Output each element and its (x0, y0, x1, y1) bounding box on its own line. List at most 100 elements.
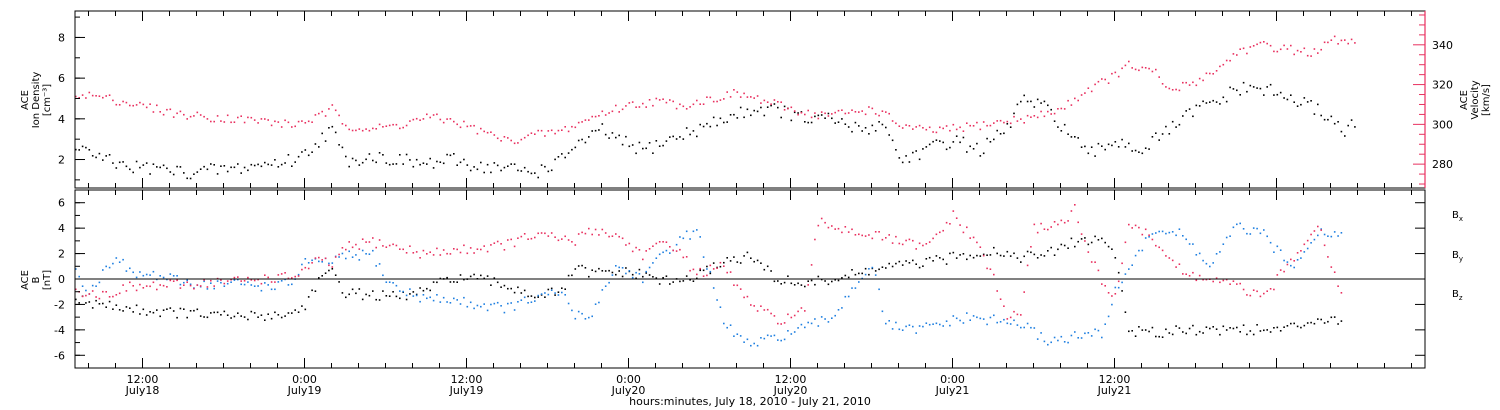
legend-subscript: x (1459, 215, 1463, 223)
velocity-point (1006, 120, 1009, 123)
b-bx-point (901, 264, 904, 266)
velocity-point (1053, 112, 1056, 115)
ion-density-point (955, 135, 958, 137)
b-by-point (1182, 235, 1184, 237)
velocity-point (547, 130, 550, 132)
b-bz-point (1229, 283, 1231, 285)
velocity-point (469, 125, 472, 127)
b-bz-point (1131, 227, 1133, 229)
b-bx-point (189, 310, 192, 312)
b-by-point (392, 282, 394, 284)
velocity-point (847, 112, 850, 114)
ion-density-point (611, 132, 614, 134)
velocity-point (760, 102, 762, 104)
ion-density-point (672, 135, 674, 138)
b-by-point (844, 295, 847, 298)
b-bz-point (1202, 278, 1204, 281)
b-by-point (260, 289, 263, 292)
b-by-point (1266, 235, 1268, 238)
velocity-point (91, 94, 94, 97)
velocity-tick-label: 300 (1432, 118, 1453, 131)
b-by-point (422, 294, 425, 296)
velocity-point (105, 95, 107, 97)
b-bz-point (469, 247, 472, 249)
b-bx-point (449, 281, 452, 283)
ion-density-point (753, 109, 755, 112)
b-bz-point (1236, 283, 1238, 285)
velocity-point (1155, 68, 1157, 71)
b-bx-point (561, 287, 563, 289)
b-bz-point (422, 249, 425, 252)
b-bx-point (908, 262, 911, 264)
b-by-point (1249, 233, 1252, 235)
ion-density-point (247, 169, 249, 172)
ion-density-point (986, 137, 988, 140)
top-y-axis-label-line: Ion Density (31, 72, 42, 129)
ion-density-point (719, 117, 722, 120)
b-bz-point (1094, 261, 1096, 263)
ion-density-point (1148, 148, 1150, 150)
b-bx-point (648, 274, 651, 276)
b-bz-point (169, 279, 172, 282)
velocity-point (179, 110, 182, 113)
b-bx-point (1036, 257, 1039, 259)
b-by-point (561, 291, 563, 294)
b-bx-point (844, 274, 847, 277)
b-by-point (274, 288, 276, 291)
b-by-point (179, 283, 182, 286)
b-bx-point (858, 272, 860, 275)
b-bx-point (969, 254, 971, 257)
ion-density-point (469, 169, 472, 172)
b-by-point (378, 263, 381, 265)
ion-density-point (253, 164, 256, 167)
b-by-point (1293, 266, 1295, 269)
b-bz-point (976, 241, 978, 244)
ion-density-point (945, 148, 948, 151)
b-bz-point (581, 231, 583, 234)
ion-density-point (709, 125, 712, 128)
b-bz-point (166, 286, 168, 288)
ion-density-point (108, 154, 111, 156)
b-by-point (1047, 343, 1049, 346)
b-bx-point (797, 282, 799, 285)
b-bz-point (1053, 221, 1056, 223)
ion-density-point (1192, 115, 1194, 118)
velocity-point (1246, 52, 1248, 55)
b-bx-point (962, 253, 965, 255)
velocity-point (439, 118, 442, 121)
b-bx-point (1273, 327, 1275, 329)
bottom-y-tick-label: -6 (54, 349, 65, 362)
top-y-axis-label: ACE Ion Density [cm⁻³] (20, 72, 53, 129)
ion-density-point (733, 113, 735, 116)
ion-density-point (999, 133, 1002, 135)
velocity-point (1026, 114, 1029, 117)
ion-density-point (459, 161, 462, 164)
ion-density-point (544, 165, 546, 168)
ion-density-point (341, 146, 344, 149)
b-bz-point (442, 249, 445, 251)
b-bz-point (476, 248, 479, 250)
b-bz-point (456, 248, 458, 251)
bottom-panel-data (75, 204, 1343, 347)
b-bz-point (233, 276, 236, 279)
ion-density-point (1209, 101, 1211, 103)
b-by-point (1040, 332, 1042, 334)
velocity-point (267, 119, 269, 121)
b-by-point (125, 270, 128, 272)
ion-density-point (618, 134, 620, 137)
x-tick-time: 12:00 (775, 373, 807, 386)
b-bz-point (179, 287, 182, 289)
b-bz-point (230, 278, 232, 281)
b-bx-point (1087, 243, 1090, 246)
b-bx-point (804, 285, 806, 288)
ion-density-point (1330, 115, 1333, 118)
b-bx-point (415, 293, 418, 296)
velocity-point (1195, 84, 1198, 87)
b-bz-point (334, 256, 337, 258)
velocity-point (561, 129, 563, 131)
velocity-point (294, 125, 296, 128)
velocity-point (932, 131, 934, 133)
velocity-point (1256, 43, 1258, 46)
b-by-point (368, 253, 371, 255)
b-bz-point (942, 229, 944, 232)
